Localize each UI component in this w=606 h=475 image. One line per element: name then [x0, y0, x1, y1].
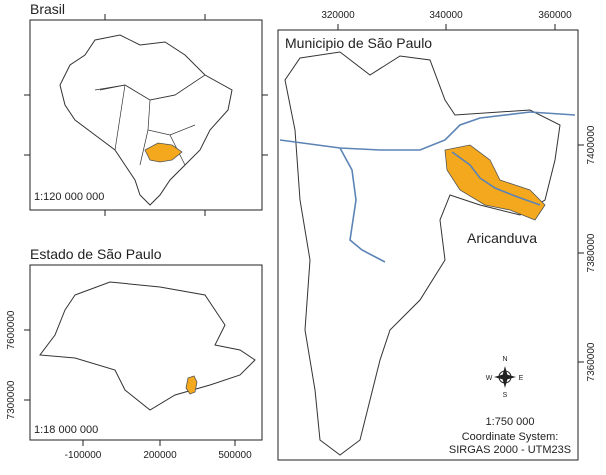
state-borders	[99, 74, 206, 166]
sao-paulo-state	[144, 142, 183, 163]
municipality-outline	[284, 51, 561, 456]
x-tick-label: 320000	[321, 10, 355, 21]
panel-frame	[277, 29, 579, 461]
river	[451, 151, 541, 206]
x-tick-label: -100000	[65, 450, 102, 461]
area-label: Aricanduva	[467, 230, 537, 246]
panel-frame	[29, 19, 263, 211]
coordinate-label: Coordinate System:	[462, 431, 559, 443]
y-tick-label: 7380000	[586, 233, 597, 272]
panel-title: Estado de São Paulo	[30, 246, 162, 262]
compass-w: W	[486, 375, 493, 382]
compass-e: E	[519, 375, 524, 382]
x-tick-label: 360000	[538, 10, 572, 21]
y-tick-label: 7300000	[6, 380, 17, 419]
municipality	[185, 375, 198, 395]
x-tick-label: 340000	[429, 10, 463, 21]
river	[339, 147, 386, 263]
aricanduva-basin	[444, 144, 546, 221]
coordinate-system: SIRGAS 2000 - UTM23S	[449, 444, 571, 456]
brazil-outline	[59, 34, 233, 206]
river	[279, 111, 576, 151]
compass-n: N	[502, 356, 507, 363]
compass: N E S W	[486, 356, 524, 399]
panel-frame	[29, 264, 263, 441]
scale-label: 1:18 000 000	[34, 424, 98, 436]
scale-label: 1:120 000 000	[34, 191, 104, 203]
y-tick-label: 7600000	[6, 310, 17, 349]
tick-marks	[24, 14, 268, 216]
y-tick-label: 7400000	[586, 125, 597, 164]
y-tick-label: 7360000	[586, 342, 597, 381]
panel-title: Brasil	[30, 1, 65, 17]
x-tick-label: 200000	[143, 450, 177, 461]
x-tick-label: 500000	[218, 450, 252, 461]
scale-label: 1:750 000	[486, 416, 535, 428]
state-outline	[39, 281, 256, 411]
compass-s: S	[503, 392, 508, 399]
panel-title: Municipio de São Paulo	[285, 35, 432, 51]
